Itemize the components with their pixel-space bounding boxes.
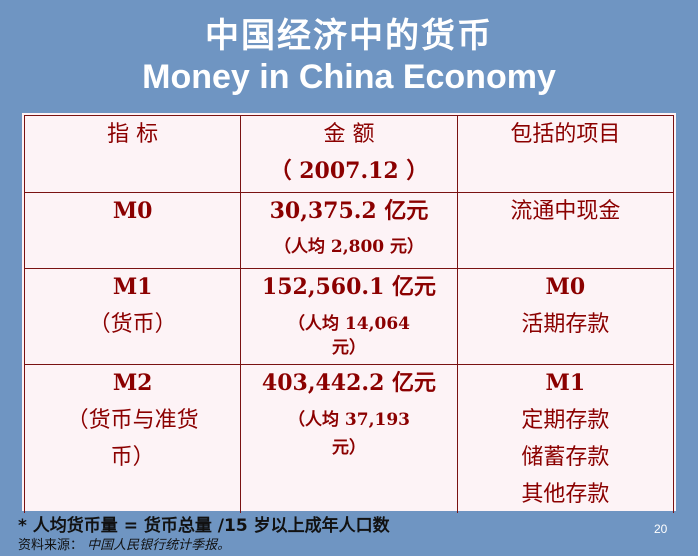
per-capita-value: （人均 2,800 元） xyxy=(273,237,425,257)
table-header-row: 指 标 金 额 （ 2007.12 ） 包括的项目 xyxy=(23,115,675,193)
included-item: 流通中现金 xyxy=(510,199,621,224)
included-item: 定期存款 xyxy=(521,408,610,433)
included-item: M0 xyxy=(545,274,586,300)
included-item: 活期存款 xyxy=(521,312,610,337)
header-indicator-label: 指 标 xyxy=(107,122,159,147)
amount-cell: 30,375.2 亿元 （人均 2,800 元） xyxy=(240,192,458,269)
included-item: 其他存款 xyxy=(521,482,610,507)
source-label: 资料来源： xyxy=(18,538,84,553)
header-indicator: 指 标 xyxy=(23,115,242,193)
items-cell: M0 活期存款 xyxy=(456,268,675,365)
items-cell: M1 定期存款 储蓄存款 其他存款 xyxy=(456,364,675,513)
amount-value: 403,442.2 亿元 xyxy=(261,370,437,396)
header-amount-date: （ 2007.12 ） xyxy=(269,158,429,184)
source-name: 中国人民银行统计季报。 xyxy=(87,538,231,553)
indicator-code: M0 xyxy=(112,198,153,224)
slide-title-chinese: 中国经济中的货币 xyxy=(205,16,493,56)
included-item: M1 xyxy=(545,370,586,396)
included-item: 储蓄存款 xyxy=(521,445,610,470)
footnote: * 人均货币量 = 货币总量 /15 岁以上成年人口数 xyxy=(18,516,390,536)
per-capita-value: （人均 14,064 元） xyxy=(288,314,410,358)
indicator-code: M1 xyxy=(112,274,153,300)
amount-value: 30,375.2 亿元 xyxy=(269,198,429,224)
header-items: 包括的项目 xyxy=(456,115,675,193)
indicator-cell: M2 （货币与准货币） xyxy=(23,364,242,513)
indicator-code: M2 xyxy=(112,370,153,396)
table-row: M1 （货币） 152,560.1 亿元 （人均 14,064 元） M0 活期… xyxy=(23,268,675,365)
page-number: 20 xyxy=(654,522,668,536)
money-supply-table: 指 标 金 额 （ 2007.12 ） 包括的项目 M0 30,375.2 亿元… xyxy=(23,115,675,513)
amount-cell: 403,442.2 亿元 （人均 37,193 元） xyxy=(240,364,458,513)
header-amount-label: 金 额 xyxy=(323,122,375,147)
items-cell: 流通中现金 xyxy=(456,192,675,269)
amount-value: 152,560.1 亿元 xyxy=(261,274,437,300)
table-row: M2 （货币与准货币） 403,442.2 亿元 （人均 37,193 元） M… xyxy=(23,364,675,513)
per-capita-value: （人均 37,193 元） xyxy=(288,410,410,458)
indicator-cell: M1 （货币） xyxy=(23,268,242,365)
header-amount: 金 额 （ 2007.12 ） xyxy=(240,115,458,193)
slide-title-english: Money in China Economy xyxy=(142,58,556,96)
header-items-label: 包括的项目 xyxy=(510,122,621,147)
indicator-description: （货币与准货币） xyxy=(66,408,199,470)
source-note: 资料来源： 中国人民银行统计季报。 xyxy=(18,534,230,553)
table-row: M0 30,375.2 亿元 （人均 2,800 元） 流通中现金 xyxy=(23,192,675,269)
amount-cell: 152,560.1 亿元 （人均 14,064 元） xyxy=(240,268,458,365)
indicator-description: （货币） xyxy=(88,312,177,337)
indicator-cell: M0 xyxy=(23,192,242,269)
